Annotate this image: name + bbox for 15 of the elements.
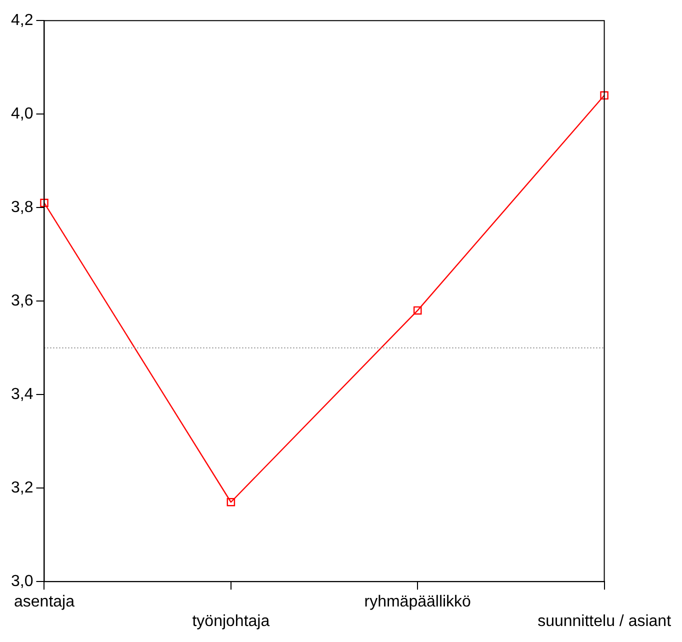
point — [226, 498, 236, 506]
y-tick-label: 3,4 — [10, 386, 34, 404]
point — [413, 306, 422, 315]
y-tick-label: 4,2 — [10, 12, 34, 30]
point — [600, 91, 608, 100]
y-tick-label: 4,0 — [10, 106, 34, 123]
y-tick-label: 3,8 — [10, 199, 34, 216]
y-tick-label: 3,6 — [10, 292, 34, 310]
x-tick-label: suunnittelu / asiant — [538, 612, 672, 630]
x-tick-label: asentaja — [14, 594, 75, 611]
y-tick-label: 3,0 — [10, 573, 34, 590]
y-tick-label: 3,2 — [10, 480, 34, 497]
x-tick-label: ryhmäpäällikkö — [364, 594, 472, 611]
x-tick-label: työnjohtaja — [192, 612, 270, 630]
point — [40, 198, 48, 208]
